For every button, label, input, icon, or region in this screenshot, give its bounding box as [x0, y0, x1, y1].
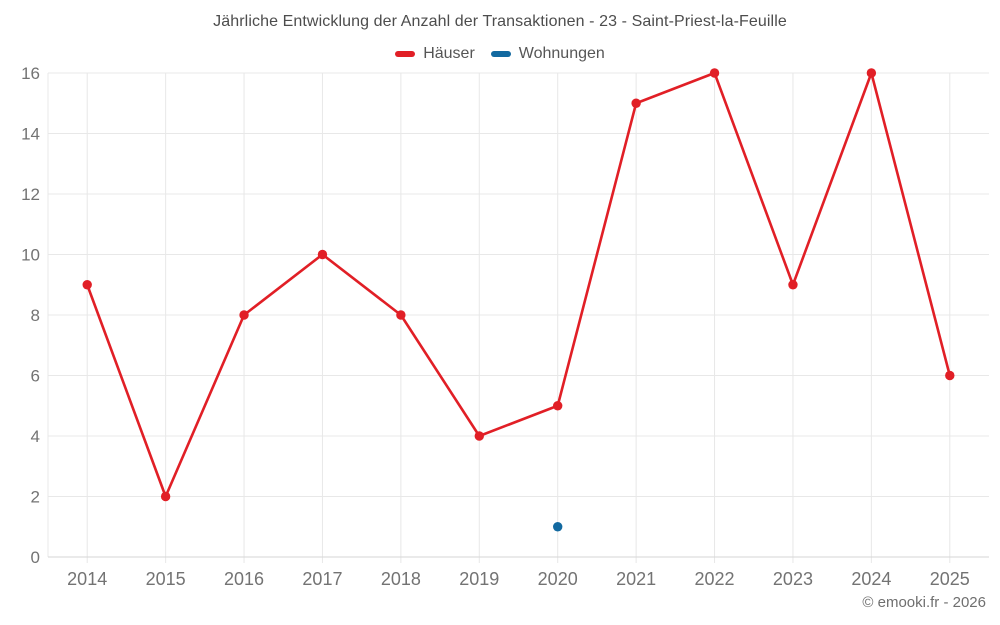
legend-swatch-icon [395, 51, 416, 57]
x-axis-tick-label: 2025 [930, 569, 970, 589]
x-axis-tick-label: 2018 [381, 569, 421, 589]
x-axis-tick-label: 2020 [538, 569, 578, 589]
x-axis-tick-label: 2022 [695, 569, 735, 589]
legend-label: Häuser [423, 45, 475, 62]
chart-title: Jährliche Entwicklung der Anzahl der Tra… [213, 13, 787, 30]
x-axis-tick-label: 2023 [773, 569, 813, 589]
x-axis-tick-label: 2021 [616, 569, 656, 589]
y-axis-tick-label: 4 [31, 427, 40, 446]
x-axis-tick-label: 2019 [459, 569, 499, 589]
copyright-text: © emooki.fr - 2026 [862, 594, 986, 611]
data-point-häuser[interactable] [631, 98, 641, 108]
series-line-häuser [85, 71, 952, 498]
data-point-häuser[interactable] [474, 431, 484, 441]
legend-label: Wohnungen [518, 45, 605, 62]
chart-legend: Häuser Wohnungen [0, 45, 1000, 63]
x-axis-tick-label: 2015 [146, 569, 186, 589]
data-point-wohnungen[interactable] [553, 522, 563, 532]
y-axis-tick-label: 16 [21, 64, 40, 83]
x-axis-tick-label: 2014 [67, 569, 107, 589]
y-axis-tick-label: 0 [31, 548, 40, 567]
x-axis-tick-label: 2016 [224, 569, 264, 589]
data-point-häuser[interactable] [788, 280, 798, 290]
data-point-häuser[interactable] [82, 280, 92, 290]
legend-swatch-icon [490, 51, 511, 57]
data-point-häuser[interactable] [553, 401, 563, 411]
legend-item-wohnungen[interactable]: Wohnungen [490, 45, 605, 63]
y-axis-tick-label: 2 [31, 487, 40, 506]
y-axis-tick-label: 12 [21, 185, 40, 204]
y-axis-tick-label: 6 [31, 366, 40, 385]
y-axis-tick-label: 14 [21, 124, 40, 143]
x-axis-tick-label: 2017 [302, 569, 342, 589]
data-point-häuser[interactable] [160, 491, 171, 502]
y-axis-tick-label: 8 [31, 306, 40, 325]
data-point-häuser[interactable] [317, 249, 328, 260]
data-point-häuser[interactable] [396, 310, 406, 320]
data-point-häuser[interactable] [945, 370, 955, 381]
data-point-häuser[interactable] [239, 310, 249, 320]
data-point-häuser[interactable] [866, 68, 877, 78]
legend-item-häuser[interactable]: Häuser [395, 45, 475, 63]
data-point-häuser[interactable] [709, 68, 720, 78]
y-axis-tick-label: 10 [21, 245, 40, 264]
x-axis-tick-label: 2024 [851, 569, 891, 589]
